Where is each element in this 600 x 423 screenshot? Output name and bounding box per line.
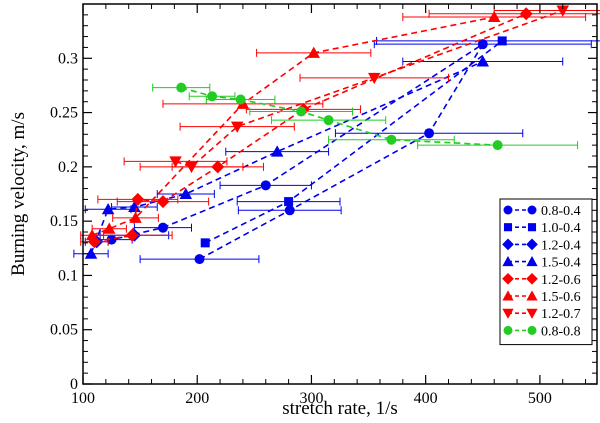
data-point (125, 228, 139, 242)
legend-label: 1.0-0.4 (541, 221, 581, 236)
data-point (129, 211, 142, 223)
y-tick-label: 0.25 (50, 105, 78, 122)
legend-marker (527, 205, 537, 215)
data-point (487, 10, 501, 23)
series-layer (73, 5, 600, 265)
data-point (519, 7, 533, 21)
legend-label: 1.2-0.6 (541, 273, 581, 288)
y-axis-title: Burning velocity, m/s (8, 112, 29, 276)
legend-marker (502, 308, 514, 319)
data-point (284, 197, 294, 207)
series-line (94, 13, 527, 243)
data-point (424, 128, 435, 139)
series-0.8-0.4 (90, 39, 592, 265)
data-point (476, 55, 490, 67)
data-point (84, 247, 98, 259)
data-point (156, 195, 170, 209)
x-tick-label: 500 (528, 390, 552, 407)
series-1.5-0.4 (73, 55, 564, 259)
legend-entry: 1.2-0.7 (502, 307, 581, 322)
data-point (128, 200, 141, 213)
legend-marker (502, 290, 514, 301)
data-point (368, 72, 381, 85)
data-point (179, 187, 193, 199)
y-tick-label: 0 (70, 376, 78, 393)
y-tick-label: 0.05 (50, 322, 78, 339)
y-tick-label: 0.1 (58, 267, 78, 284)
data-point (194, 254, 205, 265)
legend-label: 0.8-0.8 (541, 324, 581, 339)
legend-marker (527, 325, 537, 335)
legend-marker (502, 255, 514, 267)
data-point (85, 229, 99, 241)
data-point (260, 180, 271, 191)
legend-entry: 1.0-0.4 (503, 221, 581, 236)
legend-marker (526, 238, 538, 251)
series-1.2-0.7 (123, 5, 600, 174)
data-point (185, 161, 198, 174)
x-tick-label: 200 (185, 390, 209, 407)
legend-marker (503, 205, 513, 215)
legend-entry: 0.8-0.4 (503, 204, 581, 219)
legend-label: 1.2-0.7 (541, 307, 581, 322)
legend-label: 1.5-0.6 (541, 290, 581, 305)
legend-marker (502, 272, 514, 285)
data-point (101, 202, 115, 215)
series-1.5-0.6 (80, 10, 587, 241)
data-point (103, 222, 116, 234)
y-tick-label: 0.15 (50, 213, 78, 230)
ticks-layer: 100 200 300 400 500 0 0.05 0.1 0.15 0.2 0.25 0.3 (50, 3, 597, 407)
legend-label: 1.5-0.4 (541, 256, 581, 271)
data-point (307, 46, 320, 58)
legend-entry: 1.2-0.4 (502, 238, 581, 253)
legend-marker (503, 325, 513, 335)
x-tick-label: 100 (71, 390, 95, 407)
series-line (204, 40, 503, 244)
legend-marker (502, 238, 514, 251)
series-1.0-0.4 (200, 36, 600, 248)
legend-entry: 0.8-0.8 (503, 324, 581, 339)
legend-marker (526, 290, 538, 301)
data-point (157, 222, 168, 233)
series-1.2-0.4 (84, 228, 170, 249)
data-point (169, 156, 182, 168)
data-point (131, 192, 145, 206)
legend-box (499, 198, 593, 346)
series-line (175, 9, 564, 168)
data-point (296, 106, 307, 117)
data-point (386, 134, 397, 145)
y-tick-label: 0.3 (58, 50, 78, 67)
data-point (497, 36, 507, 46)
legend-entry: 1.5-0.6 (502, 290, 581, 305)
legend-marker (527, 223, 537, 232)
series-0.8-0.8 (152, 82, 579, 151)
legend-marker (526, 255, 538, 267)
legend: 0.8-0.4 1.0-0.4 1.2-0.4 1.5-0.4 1.2-0.6 1.5-0… (499, 198, 593, 346)
data-point (176, 82, 187, 93)
legend-entry: 1.5-0.4 (502, 255, 581, 271)
plot-frame (82, 3, 598, 385)
x-axis-title: stretch rate, 1/s (282, 398, 398, 419)
legend-label: 1.2-0.4 (541, 238, 581, 253)
data-point (235, 94, 246, 105)
data-point (556, 5, 569, 17)
legend-entry: 1.2-0.6 (502, 273, 581, 288)
data-point (323, 115, 334, 126)
legend-marker (526, 272, 538, 285)
data-point (270, 145, 284, 157)
x-tick-label: 400 (414, 390, 438, 407)
data-point (230, 121, 244, 133)
legend-marker (503, 223, 513, 232)
legend-label: 0.8-0.4 (541, 204, 581, 219)
series-line (90, 60, 484, 255)
data-point (477, 39, 488, 50)
x-tick-label: 300 (299, 390, 323, 407)
legend-marker (526, 308, 538, 319)
data-point (200, 238, 210, 248)
data-point (284, 205, 295, 216)
data-point (492, 140, 503, 151)
y-tick-label: 0.2 (58, 159, 78, 176)
data-point (207, 91, 218, 102)
